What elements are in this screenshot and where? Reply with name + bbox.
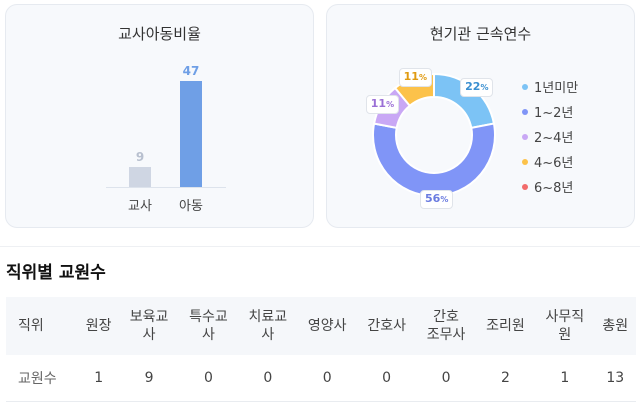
column-header: 직위 [18, 318, 44, 334]
bar-0 [129, 166, 151, 187]
table-cell: 1 [77, 355, 120, 402]
legend-label: 1~2년 [534, 106, 574, 121]
legend-dot-icon [522, 183, 528, 190]
staff-section-title: 직위별 교원수 [6, 263, 106, 283]
table-cell: 2 [475, 355, 536, 402]
column-header: 영양사 [307, 318, 347, 334]
legend-dot-icon [522, 133, 528, 140]
legend-dot-icon [522, 83, 528, 90]
ratio-bar-chart: 9 교사 47 아동 [6, 5, 315, 229]
bar-1 [180, 81, 202, 187]
legend-dot-icon [522, 108, 528, 115]
legend-label: 6~8년 [534, 181, 574, 196]
column-header: 총원 [602, 318, 629, 334]
legend-label: 2~4년 [534, 131, 574, 146]
table-cell: 0 [416, 355, 476, 402]
table-cell: 0 [178, 355, 239, 402]
tenure-card-title: 현기관 근속연수 [429, 25, 532, 43]
table-cell: 0 [238, 355, 298, 402]
slice-value-label: 11% [398, 67, 432, 87]
column-header: 원장 [85, 318, 112, 334]
legend-dot-icon [522, 158, 528, 165]
table-cell: 0 [297, 355, 357, 402]
column-header: 치료교 사 [248, 309, 288, 343]
legend-label: 4~6년 [534, 156, 574, 171]
section-divider [0, 246, 640, 247]
slice-value-label: 11% [365, 94, 400, 114]
bar-value-label: 9 [135, 149, 145, 164]
ratio-card-title: 교사아동비율 [118, 25, 201, 43]
column-header: 간호 조무사 [426, 309, 466, 343]
column-header: 보육교 사 [129, 309, 169, 343]
staff-table-header: 직위 원장 보육교 사 특수교 사 치료교 사 영양사 간호사 간호 조무사 조리원 사무직 원 총원 [6, 297, 636, 355]
legend-item: 6~8년 [522, 174, 578, 199]
bar-value-label: 47 [182, 64, 200, 78]
legend-label: 1년미만 [534, 81, 579, 96]
table-cell: 0 [356, 355, 417, 402]
bar-baseline [106, 187, 226, 188]
table-cell: 9 [119, 355, 179, 402]
bar-category-label: 아동 [179, 199, 203, 214]
donut-slice [372, 122, 496, 197]
legend-item: 1~2년 [522, 99, 578, 124]
slice-value-label: 56% [420, 190, 454, 209]
row-label: 교원수 [6, 355, 78, 402]
legend-item: 4~6년 [522, 149, 578, 174]
slice-value-label: 22% [460, 78, 494, 98]
legend-item: 2~4년 [522, 124, 578, 149]
staff-table: 직위 원장 보육교 사 특수교 사 치료교 사 영양사 간호사 간호 조무사 조리원 사무직 원 총원 교원수… [6, 297, 636, 402]
bar-category-label: 교사 [128, 199, 152, 214]
column-header: 간호사 [367, 318, 406, 334]
table-cell: 1 [535, 355, 595, 402]
teacher-child-ratio-card: 교사아동비율 9 교사 47 아동 [5, 4, 314, 228]
column-header: 특수교 사 [189, 309, 228, 343]
legend-item: 1년미만 [522, 74, 578, 99]
tenure-legend: 1년미만 1~2년 2~4년 4~6년 6~8년 [522, 74, 578, 199]
column-header: 사무직 원 [545, 309, 585, 343]
table-row: 교원수 1 9 0 0 0 0 0 2 1 13 [6, 355, 636, 402]
table-cell: 13 [594, 355, 636, 402]
column-header: 조리원 [486, 318, 525, 334]
